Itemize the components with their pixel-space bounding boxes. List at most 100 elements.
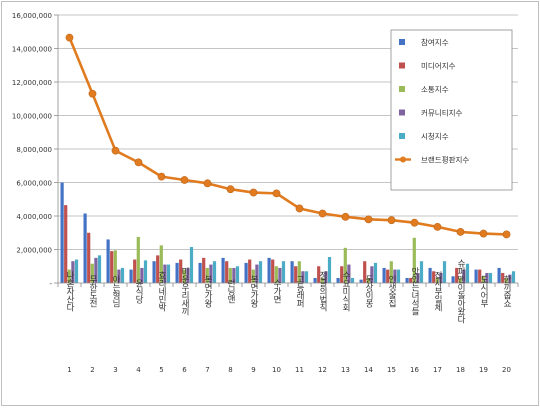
bar	[209, 264, 213, 283]
x-category-number: 20	[502, 366, 511, 374]
bar	[143, 260, 148, 283]
bar	[488, 272, 493, 283]
legend-label: 시청지수	[421, 132, 449, 141]
bar	[140, 267, 144, 283]
x-category-label: 복면가왕	[203, 275, 213, 307]
line-point	[295, 204, 304, 213]
x-category-label: 도시어부	[479, 275, 489, 308]
line-point	[157, 172, 166, 181]
bar	[304, 271, 309, 283]
x-category-label: 고등래퍼	[295, 275, 305, 308]
bar-series	[60, 182, 516, 283]
bar	[64, 205, 68, 283]
x-category-label: 미운우리새끼	[180, 267, 190, 316]
bar	[317, 266, 321, 283]
line-point	[387, 216, 396, 225]
legend-swatch	[399, 109, 405, 116]
line-series	[65, 33, 511, 239]
bar	[71, 261, 75, 283]
bar	[386, 269, 390, 283]
bar	[363, 261, 367, 283]
x-category-number: 7	[205, 366, 209, 374]
bar	[117, 269, 121, 283]
bar	[451, 276, 455, 283]
bar	[221, 257, 225, 283]
bar	[251, 269, 255, 283]
bar	[294, 266, 298, 283]
bar	[202, 257, 206, 283]
bar	[382, 267, 386, 283]
bar	[120, 267, 125, 283]
bar	[366, 277, 370, 283]
bar	[60, 182, 64, 283]
bar	[159, 245, 163, 283]
bar	[508, 274, 512, 283]
bar	[481, 276, 485, 283]
x-category-label: 한끼줍쇼	[502, 275, 512, 307]
line-point	[180, 176, 189, 184]
bar	[405, 277, 409, 283]
x-category-number: 10	[272, 366, 281, 374]
line-point	[226, 185, 235, 194]
legend-label: 커뮤니티지수	[421, 109, 462, 118]
y-tick-label: 16,000,000	[12, 12, 52, 20]
bar	[501, 272, 505, 283]
bar	[110, 251, 114, 283]
bar	[267, 257, 271, 283]
bar	[189, 246, 194, 283]
bar	[97, 255, 102, 283]
y-tick-label: 12,000,000	[12, 79, 52, 87]
bar	[416, 272, 420, 283]
x-category-label: 인생술집	[387, 274, 397, 307]
x-category-label: 맛있는녀석들	[410, 266, 420, 315]
legend-label: 미디어지수	[421, 61, 456, 71]
bar	[336, 277, 340, 283]
bar	[67, 269, 71, 283]
x-category-label: 수가면	[272, 279, 282, 303]
bar	[324, 271, 328, 283]
x-category-label: 수요미식회	[341, 271, 351, 312]
x-category-number: 14	[364, 366, 373, 374]
y-tick-label: 6,000,000	[16, 180, 52, 188]
bar	[186, 267, 190, 283]
bar	[228, 267, 232, 283]
bar	[83, 213, 87, 283]
bar	[504, 277, 508, 283]
x-category-number: 5	[159, 366, 163, 374]
x-category-number: 9	[251, 366, 255, 374]
bar	[409, 277, 413, 283]
bar	[212, 261, 217, 283]
line-point	[249, 188, 258, 197]
bar	[182, 269, 186, 283]
bar	[350, 277, 355, 283]
x-category-number: 11	[295, 366, 304, 374]
line-point	[341, 212, 350, 221]
y-tick-label: 14,000,000	[12, 46, 52, 54]
y-axis-ticks: - 2,000,000 4,000,000 6,000,000 8,000,000 10,…	[12, 12, 58, 288]
legend-label: 참여지수	[421, 37, 449, 47]
bar	[113, 250, 117, 283]
x-category-label: 효리네민박	[157, 271, 167, 312]
x-category-number: 18	[456, 366, 465, 374]
bar	[175, 262, 179, 283]
bar	[225, 261, 229, 283]
bar	[258, 261, 263, 283]
bar	[133, 259, 137, 283]
bar	[232, 267, 236, 283]
x-category-label: 아는형님	[111, 274, 121, 307]
line-point	[318, 209, 327, 218]
bar	[244, 262, 248, 283]
x-category-label: 동상이몽	[364, 275, 374, 307]
legend-marker	[400, 156, 406, 163]
x-category-label: 복면가왕	[249, 275, 259, 307]
legend-label: 브랜드평판지수	[421, 155, 469, 165]
bar	[432, 271, 436, 283]
line-point	[502, 230, 511, 239]
bar	[255, 264, 259, 283]
line-point	[433, 222, 442, 231]
x-category-number: 4	[136, 366, 141, 374]
bar	[462, 269, 466, 283]
x-category-number: 13	[341, 366, 350, 374]
